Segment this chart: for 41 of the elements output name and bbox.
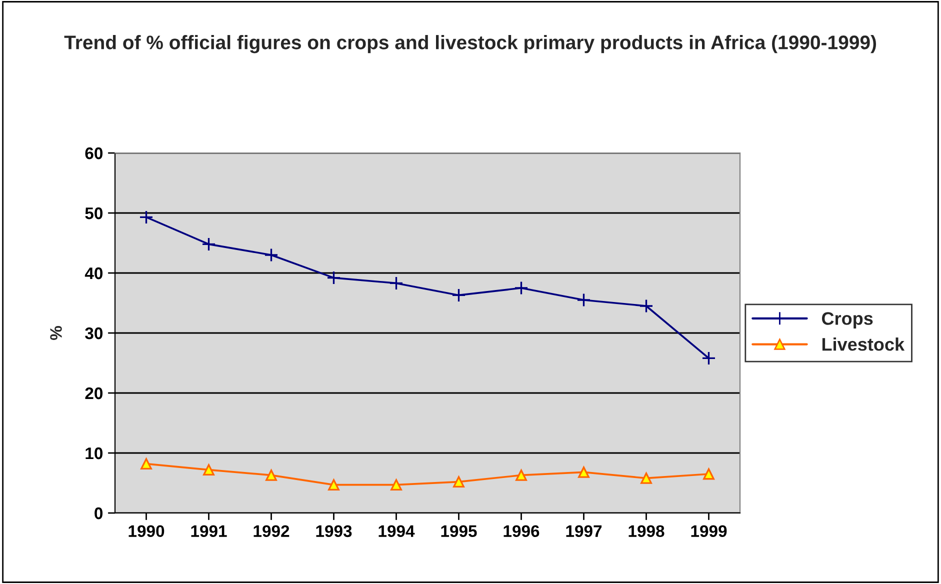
y-tick-label: 0 (94, 507, 103, 520)
point (139, 210, 154, 224)
point (389, 276, 404, 290)
x-tick-label: 1997 (566, 525, 602, 538)
legend-label: Crops (822, 312, 873, 328)
point (452, 288, 466, 302)
x-tick-label: 1994 (378, 525, 415, 538)
point (453, 476, 464, 488)
point (202, 237, 216, 252)
point (390, 479, 402, 490)
point (516, 470, 527, 481)
x-tick-label: 1996 (504, 525, 540, 538)
legend-label: Livestock (822, 338, 905, 351)
y-tick-label: 20 (85, 387, 103, 400)
x-tick-label: 1992 (254, 525, 290, 538)
point (328, 479, 340, 490)
x-tick-label: 1995 (441, 525, 477, 538)
x-tick-label: 1990 (128, 525, 164, 538)
point (264, 248, 278, 262)
point (702, 351, 716, 366)
y-tick-label: 50 (85, 207, 103, 220)
x-tick-label: 1998 (628, 525, 664, 538)
point (640, 472, 652, 484)
point (266, 470, 277, 481)
point (578, 466, 590, 478)
y-axis-title: % (50, 326, 62, 340)
point (203, 464, 214, 476)
x-tick-label: 1991 (191, 525, 227, 538)
chart-title: Trend of % official figures on crops and livestock primary products in Africa (1990-1999) (64, 35, 876, 54)
point (140, 458, 152, 470)
x-tick-label: 1993 (316, 525, 352, 538)
point (639, 298, 654, 314)
y-tick-label: 30 (85, 327, 103, 340)
point (326, 270, 341, 285)
y-tick-label: 10 (86, 447, 103, 460)
y-tick-label: 60 (85, 147, 103, 160)
point (514, 280, 528, 296)
x-tick-label: 1999 (691, 525, 727, 538)
point (703, 468, 714, 480)
point (576, 292, 591, 308)
y-tick-label: 40 (84, 267, 103, 280)
